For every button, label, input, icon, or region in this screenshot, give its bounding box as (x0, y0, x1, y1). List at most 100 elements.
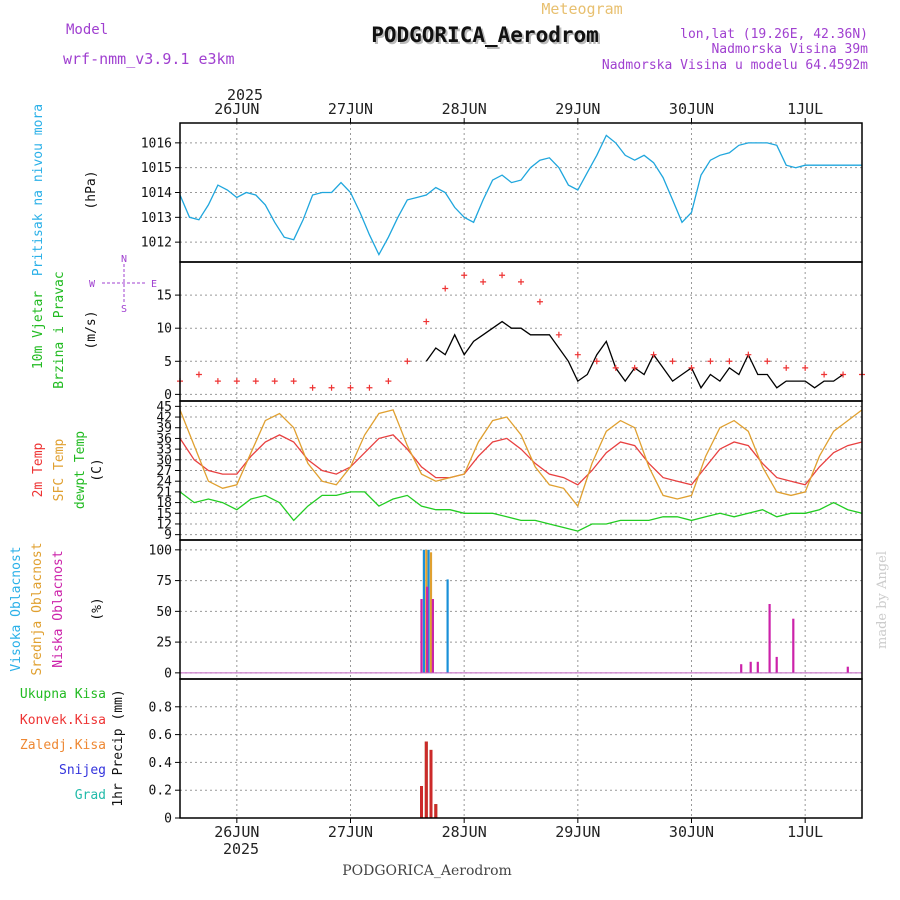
gust-marker-35 (840, 371, 847, 378)
legend-convective-rain: Konvek.Kisa (20, 713, 106, 728)
bar-clouds-2-1 (426, 586, 429, 673)
panels-layer: 1012101310141015101605101591215182124273… (141, 122, 865, 827)
xtick-label-top-4: 30JUN (669, 100, 714, 118)
year-label-top: 2025 (227, 86, 263, 104)
gust-marker-12 (404, 358, 411, 365)
gust-marker-21 (574, 351, 581, 358)
series-temperature-2 (179, 491, 863, 532)
bar-clouds-0-1 (427, 549, 430, 673)
series-temperature-0 (179, 434, 863, 486)
xtick-label-top-5: 1JUL (787, 100, 823, 118)
panel-precip: 0 0.2 0.4 0.6 0.8 (149, 678, 863, 827)
gust-marker-19 (536, 298, 543, 305)
ytick-label-precip-4: 0.8 (149, 700, 172, 715)
frame-clouds (179, 539, 863, 680)
legend-hail: Grad (75, 788, 106, 803)
wind-side-label-1: 10m Vjetar (31, 291, 46, 369)
model-altitude-label: Nadmorska Visina u modelu 64.4592m (602, 58, 868, 73)
bar-precip-1-1 (424, 741, 428, 818)
cloud-side-label-1: Visoka Oblacnost (9, 546, 24, 671)
ytick-label-temperature-11: 42 (156, 411, 172, 426)
xtick-label-top-2: 28JUN (442, 100, 487, 118)
bar-clouds-2-9 (846, 666, 849, 673)
precip-legend: Ukupna Kisa Konvek.Kisa Zaledj.Kisa Snij… (20, 687, 106, 803)
cloud-side-label-3: Niska Oblacnost (51, 550, 66, 667)
ytick-label-pressure-4: 1016 (141, 136, 172, 151)
cloud-unit-label: (%) (90, 597, 105, 620)
gust-marker-26 (669, 358, 676, 365)
bar-clouds-2-2 (431, 599, 434, 673)
gust-marker-1 (195, 371, 202, 378)
bar-clouds-2-0 (420, 599, 423, 673)
gust-marker-18 (518, 278, 524, 285)
temp-side-label-2: SFC Temp (52, 439, 67, 502)
bar-clouds-2-3 (740, 664, 743, 673)
bar-clouds-2-5 (756, 661, 759, 673)
gust-marker-9 (347, 384, 354, 391)
ytick-label-clouds-2: 50 (156, 605, 172, 620)
altitude-label: Nadmorska Visina 39m (711, 42, 868, 57)
gust-marker-22 (593, 358, 600, 365)
ytick-label-precip-2: 0.4 (149, 756, 173, 771)
ytick-label-temperature-8: 33 (156, 443, 172, 458)
ytick-label-wind-3: 15 (156, 289, 172, 304)
xtick-label-bottom-5: 1JUL (787, 823, 823, 841)
wind-side-label-2: Brzina i Pravac (52, 271, 67, 388)
station-title: PODGORICA_Aerodrom (371, 23, 599, 47)
gust-marker-24 (631, 364, 638, 371)
x-axis-layer: 26JUN 26JUN 27JUN 27JUN 28JUN 28JUN 29JUN 29JUN… (214, 100, 823, 841)
pressure-side-label: Pritisak na nivou mora (31, 104, 46, 276)
panel-wind: 0 5 10 15 (156, 261, 865, 403)
ytick-label-temperature-2: 15 (156, 507, 172, 522)
xtick-label-top-3: 29JUN (555, 100, 600, 118)
gust-marker-25 (650, 351, 657, 358)
bar-clouds-2-8 (792, 618, 795, 673)
ytick-label-clouds-4: 100 (149, 543, 172, 558)
panel-clouds: 0 25 50 75 100 (149, 539, 863, 681)
ytick-label-clouds-0: 0 (164, 666, 172, 681)
ytick-label-temperature-5: 24 (156, 475, 172, 490)
series-temperature-1 (179, 409, 863, 508)
ytick-label-temperature-4: 21 (156, 485, 172, 500)
ytick-label-wind-0: 0 (164, 388, 172, 403)
side-labels: Pritisak na nivou mora (hPa) 10m Vjetar … (9, 104, 126, 807)
xtick-label-bottom-3: 29JUN (555, 823, 600, 841)
xtick-label-bottom-4: 30JUN (669, 823, 714, 841)
xtick-label-top-1: 27JUN (328, 100, 373, 118)
year-label-bottom: 2025 (223, 840, 259, 858)
legend-snow: Snijeg (59, 763, 106, 778)
ytick-label-pressure-3: 1015 (141, 161, 172, 176)
gust-marker-2 (214, 378, 221, 385)
gust-marker-17 (499, 272, 506, 279)
ytick-label-wind-2: 10 (156, 322, 172, 337)
watermark: made by Angel (875, 551, 890, 649)
ytick-label-temperature-7: 30 (156, 453, 172, 468)
xtick-label-bottom-1: 27JUN (328, 823, 373, 841)
gust-marker-29 (726, 358, 733, 365)
ytick-label-clouds-1: 25 (156, 636, 172, 651)
station-title-shadow: PODGORICA_Aerodrom (373, 25, 601, 49)
bar-precip-1-0 (420, 786, 423, 818)
footer-station: PODGORICA_Aerodrom (342, 863, 512, 879)
ytick-label-pressure-2: 1014 (141, 186, 172, 201)
gust-marker-3 (233, 378, 240, 385)
gust-marker-23 (612, 364, 619, 371)
lonlat-label: lon,lat (19.26E, 42.36N) (680, 27, 868, 42)
bar-clouds-2-6 (768, 604, 771, 673)
gust-marker-13 (423, 318, 430, 325)
gust-marker-27 (688, 364, 695, 371)
ytick-label-temperature-10: 39 (156, 421, 172, 436)
ytick-label-temperature-9: 36 (156, 432, 172, 447)
gust-marker-10 (366, 384, 373, 391)
chart-kind: Meteogram (541, 0, 622, 18)
compass-w: W (89, 279, 96, 290)
xtick-label-bottom-0: 26JUN (214, 823, 259, 841)
ytick-label-precip-0: 0 (164, 812, 172, 827)
ytick-label-temperature-1: 12 (156, 517, 172, 532)
gust-marker-11 (385, 378, 392, 385)
xtick-label-bottom-2: 28JUN (442, 823, 487, 841)
gust-marker-14 (442, 285, 449, 292)
compass-n: N (121, 254, 127, 265)
model-name: wrf-nmm_v3.9.1 e3km (63, 50, 235, 68)
bar-precip-1-2 (429, 749, 433, 818)
